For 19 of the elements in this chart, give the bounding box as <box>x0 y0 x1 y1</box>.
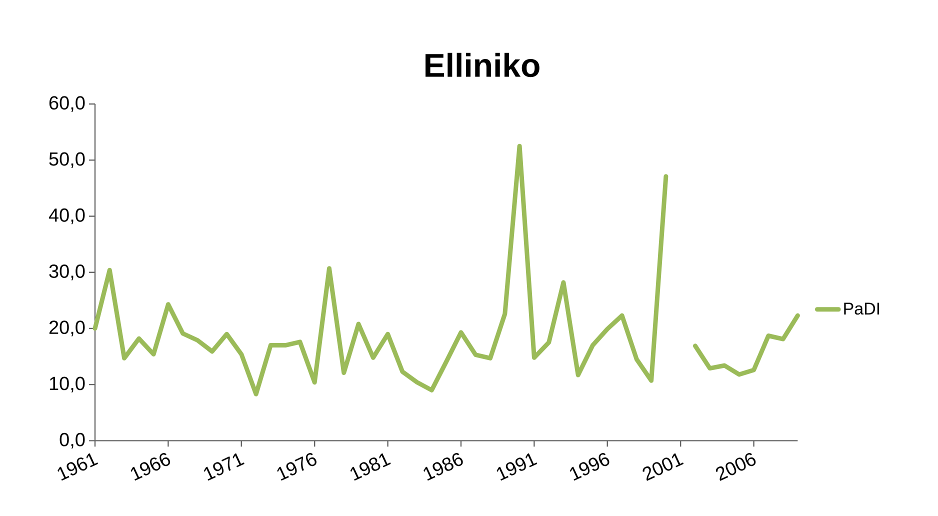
x-tick-label: 1996 <box>570 452 610 481</box>
x-tick-label: 1971 <box>204 453 244 481</box>
x-tick-label: 2001 <box>642 453 684 481</box>
x-tick-label: 1961 <box>58 453 98 481</box>
y-tick-label: 30,0 <box>49 264 85 280</box>
legend-label: PaDI <box>844 302 880 315</box>
x-tick-label: 1976 <box>277 452 316 481</box>
x-tick-label: 1986 <box>424 452 463 481</box>
y-tick-label: 60,0 <box>49 96 85 112</box>
y-tick-label: 20,0 <box>49 320 85 336</box>
x-tick-label: 1981 <box>350 453 391 481</box>
y-tick-label: 10,0 <box>50 376 85 392</box>
chart-title: Elliniko <box>426 52 540 78</box>
x-tick-label: 2006 <box>716 452 756 481</box>
y-tick-label: 50,0 <box>49 152 85 168</box>
y-tick-label: 40,0 <box>48 208 85 224</box>
x-tick-label: 1966 <box>130 452 170 481</box>
x-tick-label: 1991 <box>496 453 538 481</box>
y-tick-label: 0,0 <box>60 432 85 449</box>
